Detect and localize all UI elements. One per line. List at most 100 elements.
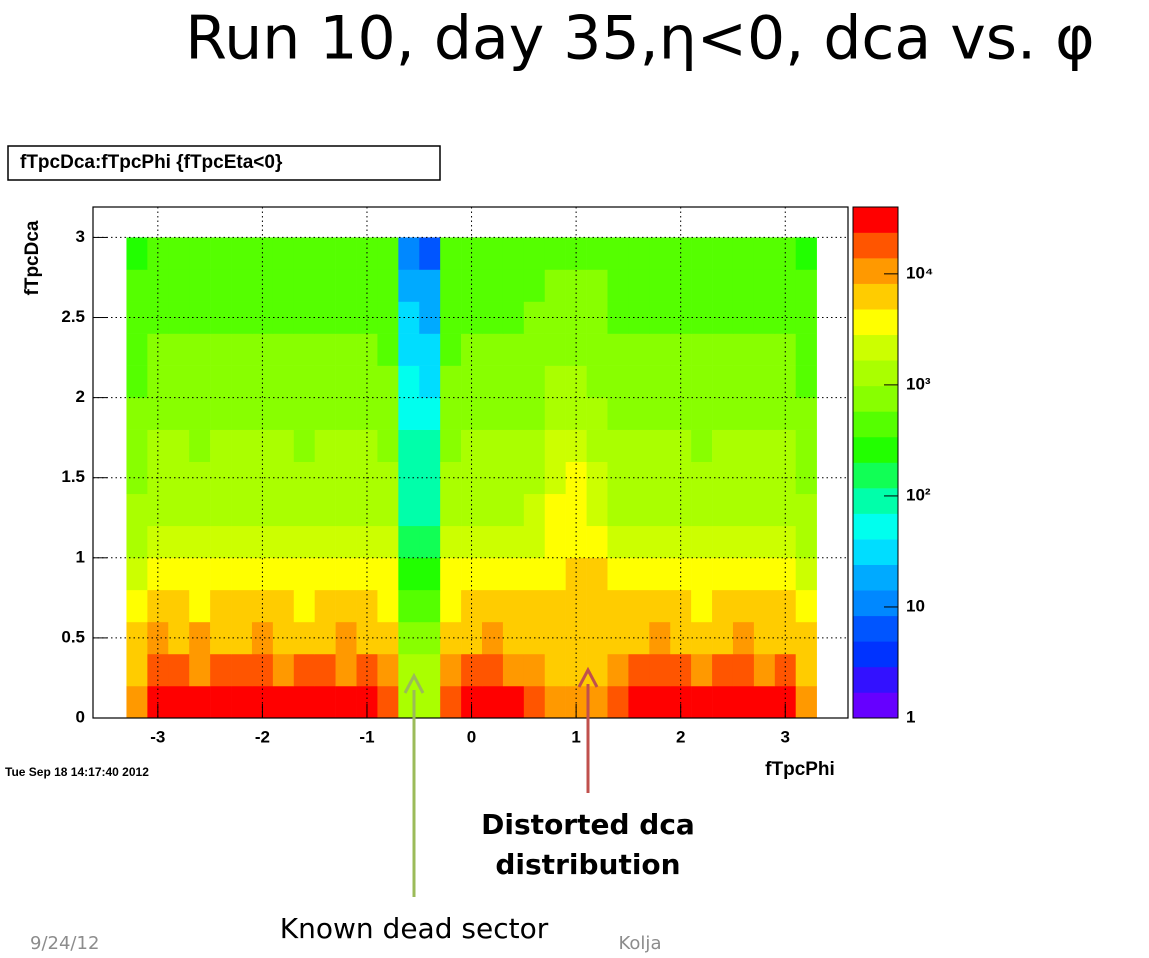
cell (398, 589, 420, 623)
cell (795, 557, 817, 591)
cell (293, 269, 315, 302)
cell (168, 397, 190, 430)
cell (419, 429, 441, 462)
cell (523, 557, 546, 591)
cell (293, 653, 315, 687)
cell (314, 365, 336, 398)
cell (231, 653, 253, 687)
cell (231, 429, 253, 462)
cell (774, 397, 797, 430)
slide-title: Run 10, day 35,η<0, dca vs. φ (185, 4, 1095, 74)
cell (356, 301, 378, 334)
cell (210, 365, 232, 398)
cell (732, 557, 755, 591)
colorbar-band (853, 666, 898, 693)
cell (544, 269, 566, 302)
timestamp: Tue Sep 18 14:17:40 2012 (5, 765, 149, 779)
cell (251, 653, 274, 687)
cell (189, 589, 211, 623)
x-axis-label: fTpcPhi (765, 759, 835, 780)
cell (565, 653, 587, 687)
z-tick-label: 10² (906, 485, 931, 504)
cell (774, 589, 797, 623)
cell (795, 525, 817, 559)
y-tick-label: 1.5 (61, 467, 85, 486)
cell (586, 557, 608, 591)
cell (461, 525, 483, 559)
cell (168, 269, 190, 302)
cell (628, 429, 650, 462)
cell (544, 301, 566, 334)
cell (440, 493, 462, 527)
colorbar-band (853, 590, 898, 617)
cell (732, 333, 755, 366)
cell (502, 685, 525, 719)
cell (544, 685, 566, 719)
cell (356, 397, 378, 430)
cell (251, 589, 274, 623)
cell (251, 557, 274, 591)
cell (461, 397, 483, 430)
cell (774, 365, 797, 398)
cell (712, 461, 734, 495)
cell (168, 333, 190, 366)
cell (419, 493, 441, 527)
cell (293, 237, 315, 270)
cell (523, 685, 546, 719)
cell (168, 429, 190, 462)
cell (565, 621, 587, 655)
cell (377, 269, 399, 302)
cell (732, 397, 755, 430)
cell (482, 685, 504, 719)
cell (147, 269, 169, 302)
cell (523, 653, 546, 687)
colorbar-band (853, 641, 898, 668)
colorbar-band (853, 334, 898, 361)
cell (189, 461, 211, 495)
cell (398, 333, 420, 366)
cell (482, 653, 504, 687)
cell (670, 589, 692, 623)
cell (753, 525, 776, 559)
cell (231, 365, 253, 398)
cell (398, 429, 420, 462)
cell (377, 333, 399, 366)
cell (210, 621, 232, 655)
cell (628, 685, 650, 719)
cell (732, 493, 755, 527)
cell (147, 397, 169, 430)
cell (210, 589, 232, 623)
cell (732, 525, 755, 559)
cell (753, 365, 776, 398)
cell (607, 525, 629, 559)
cell (712, 429, 734, 462)
cell (356, 333, 378, 366)
cell (691, 685, 713, 719)
cell (210, 461, 232, 495)
cell (231, 333, 253, 366)
cell (189, 685, 211, 719)
cell (335, 269, 357, 302)
cell (732, 461, 755, 495)
cell (251, 301, 274, 334)
cell (586, 493, 608, 527)
colorbar-band (853, 207, 898, 233)
cell (314, 493, 336, 527)
cell (189, 269, 211, 302)
cell (670, 621, 692, 655)
cell (795, 461, 817, 495)
cell (586, 653, 608, 687)
cell (419, 557, 441, 591)
cell (189, 237, 211, 270)
cell (670, 557, 692, 591)
annotation: Known dead sector (280, 912, 549, 945)
cell (147, 301, 169, 334)
cell (670, 301, 692, 334)
cell (210, 685, 232, 719)
cell (314, 685, 336, 719)
cell (231, 269, 253, 302)
cell (795, 621, 817, 655)
cell (335, 685, 357, 719)
cell (732, 301, 755, 334)
cell (628, 621, 650, 655)
